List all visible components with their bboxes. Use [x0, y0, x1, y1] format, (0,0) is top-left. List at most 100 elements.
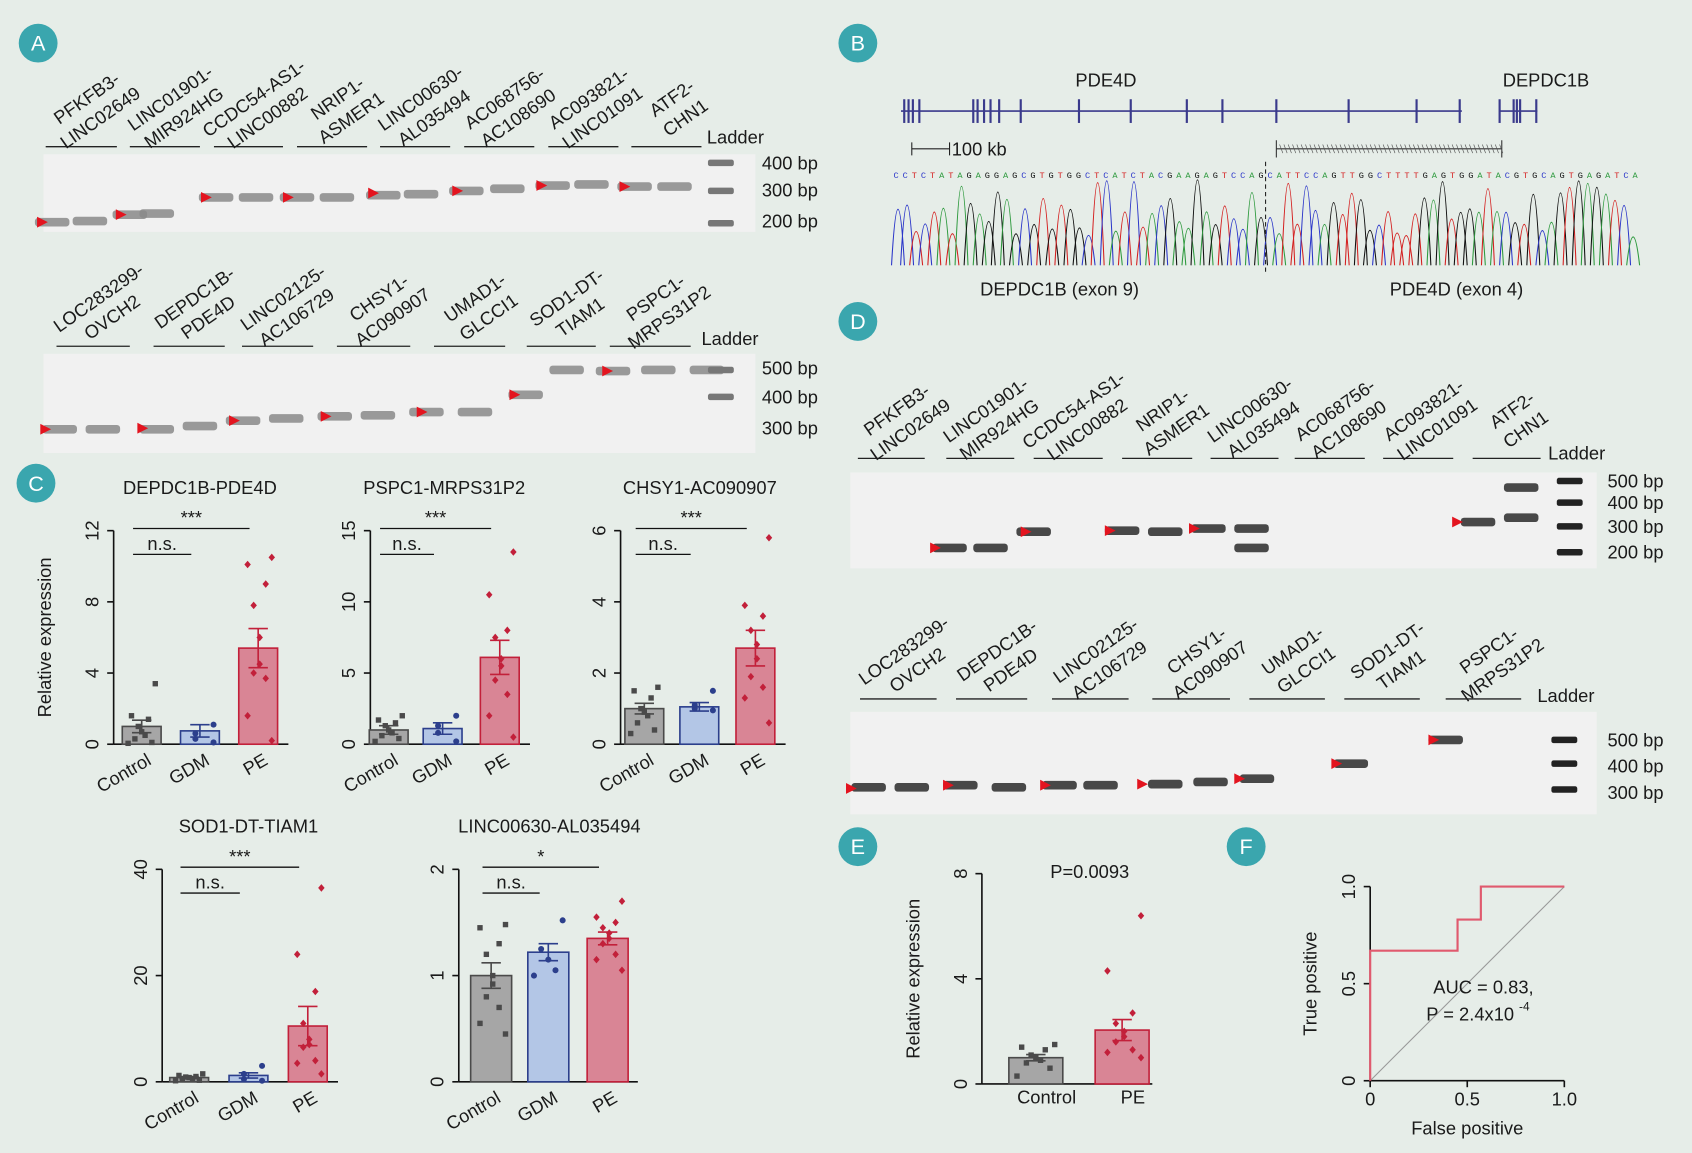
trace-peak [1008, 233, 1023, 266]
size-label: 200 bp [1607, 542, 1663, 563]
dot [1120, 1027, 1128, 1036]
dot [138, 729, 145, 735]
dot [618, 966, 626, 975]
hatch [1335, 144, 1340, 154]
y-tick-label: 0 [1338, 1076, 1359, 1086]
significance: n.s. [392, 533, 422, 554]
trace-peak [1344, 193, 1359, 266]
gel-band [1239, 774, 1275, 784]
hatch [1382, 144, 1387, 154]
y-tick-label: 12 [82, 520, 103, 540]
dot [125, 740, 131, 747]
gel-image [43, 353, 756, 454]
scale-bar [911, 142, 951, 156]
dot [256, 633, 263, 642]
dot [502, 1031, 509, 1037]
trace-peak [1489, 211, 1505, 266]
dot [375, 717, 382, 723]
trace-peak [1154, 205, 1169, 266]
hatch [1378, 144, 1383, 154]
trace-peak [981, 220, 996, 266]
band-arrow [37, 216, 48, 228]
dot [612, 950, 619, 959]
gel-image [850, 711, 1597, 815]
hatch [1430, 144, 1435, 154]
y-tick-label: 8 [950, 869, 971, 879]
significance: n.s. [195, 872, 225, 893]
dot [1104, 1048, 1111, 1057]
trace-peak [1027, 224, 1042, 266]
hatch [1460, 144, 1465, 154]
x-tick-label: Control [442, 1087, 504, 1135]
trace-peak [1553, 192, 1568, 266]
trace-peak [1499, 212, 1514, 266]
dot [628, 730, 634, 737]
gel-band [85, 424, 121, 434]
p-text: P = 2.4x10 [1426, 1003, 1514, 1024]
ladder-band [1556, 499, 1583, 506]
hatch [1339, 144, 1344, 154]
x-axis-label: False positive [1411, 1118, 1523, 1139]
trace-peak [1571, 180, 1586, 266]
trace-peak [1272, 233, 1287, 266]
y-tick-label: 6 [588, 526, 609, 536]
size-label: 300 bp [1607, 782, 1663, 803]
hatch [1417, 144, 1422, 154]
dot [765, 534, 773, 542]
dot [244, 560, 251, 569]
trace-peak [900, 204, 915, 266]
trace-peak [1381, 211, 1396, 266]
dot [483, 994, 490, 1000]
panel-label: A [31, 31, 46, 56]
size-label: 400 bp [762, 386, 818, 407]
dot [259, 1077, 266, 1084]
bar [469, 974, 513, 1083]
dot [259, 1062, 266, 1069]
dot [593, 913, 600, 921]
hatch [1421, 144, 1426, 154]
panel-label: C [28, 471, 44, 496]
size-label: 500 bp [1607, 471, 1663, 492]
ladder-band [1551, 786, 1578, 793]
dot [389, 730, 395, 736]
hatch [1400, 144, 1404, 154]
gel-band [932, 543, 967, 553]
ladder-label: Ladder [1537, 685, 1594, 706]
dot [559, 917, 566, 924]
trace-peak [1580, 183, 1595, 266]
gel-band [973, 543, 1008, 553]
hatch [1331, 144, 1335, 154]
dot [128, 713, 135, 719]
x-tick-label: Control [340, 749, 402, 797]
dot [605, 929, 613, 937]
band-arrow [1137, 778, 1149, 790]
trace-peak [1054, 204, 1069, 266]
hatch [1348, 144, 1353, 154]
hatch [1322, 144, 1327, 154]
trace-peak [1163, 197, 1178, 266]
gel-band [1191, 524, 1226, 533]
y-tick-label: 8 [82, 597, 103, 607]
x-tick-label: PE [1121, 1086, 1145, 1107]
dot [1023, 1060, 1030, 1066]
band-arrow [619, 181, 631, 192]
band-arrow [282, 191, 294, 203]
trace-peak [1335, 213, 1350, 266]
dot [1037, 1057, 1044, 1064]
dot [192, 735, 199, 742]
y-tick-label: 4 [588, 597, 609, 607]
y-tick-label: 0 [588, 739, 609, 749]
hatch [1477, 144, 1482, 154]
dot [496, 1004, 502, 1011]
dot [634, 720, 641, 726]
dot [379, 732, 385, 739]
gel-band [508, 390, 543, 400]
gel-band [42, 424, 77, 434]
gel-band [894, 783, 930, 792]
hatch [1344, 144, 1348, 154]
trace-peak [909, 230, 924, 266]
gel-band [535, 181, 570, 190]
band-arrow [1331, 758, 1343, 770]
gel-band [1148, 527, 1183, 537]
trace-peak [1617, 205, 1632, 266]
